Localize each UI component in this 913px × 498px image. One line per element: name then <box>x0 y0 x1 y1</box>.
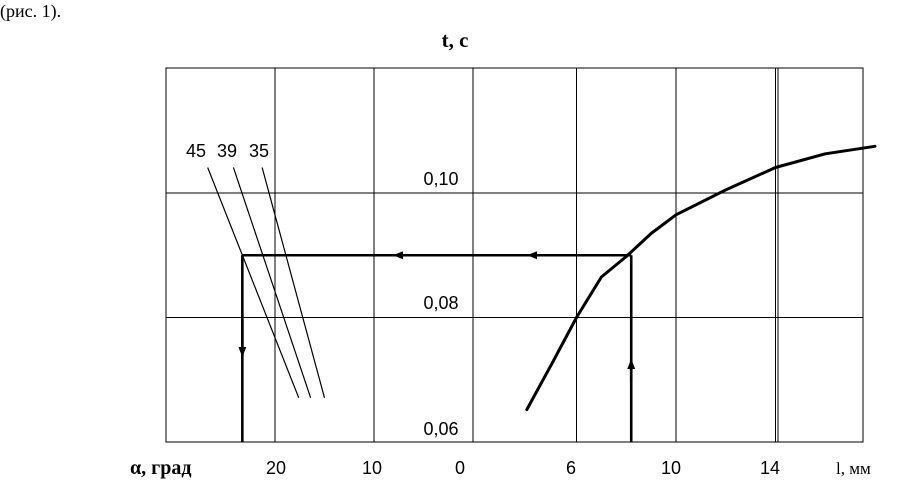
y-tick-label: 0,06 <box>423 419 458 439</box>
curve-line <box>525 144 877 412</box>
chart-title: t, с <box>442 28 469 52</box>
y-tick-label: 0,10 <box>423 169 458 189</box>
left-tick-label: 20 <box>266 458 286 478</box>
alpha-line-45 <box>207 167 300 399</box>
y-tick-label: 0,08 <box>423 293 458 313</box>
right-tick-label: 6 <box>566 458 576 478</box>
alpha-line-label: 45 <box>186 141 206 161</box>
right-tick-label: 10 <box>661 458 681 478</box>
alpha-line-label: 39 <box>217 141 237 161</box>
left-tick-label: 0 <box>455 458 465 478</box>
example-path <box>238 251 636 442</box>
alpha-line-label: 35 <box>249 141 269 161</box>
right-axis-label: l, мм <box>836 459 871 478</box>
caption-text: (рис. 1). <box>0 1 62 21</box>
right-tick-label: 14 <box>760 458 780 478</box>
alpha-line-39 <box>232 167 312 398</box>
grid <box>165 67 864 443</box>
left-tick-label: 10 <box>362 458 382 478</box>
left-axis-label: α, град <box>130 457 191 479</box>
alpha-lines <box>207 167 326 399</box>
curve-series <box>525 144 877 412</box>
alpha-line-35 <box>261 167 326 398</box>
